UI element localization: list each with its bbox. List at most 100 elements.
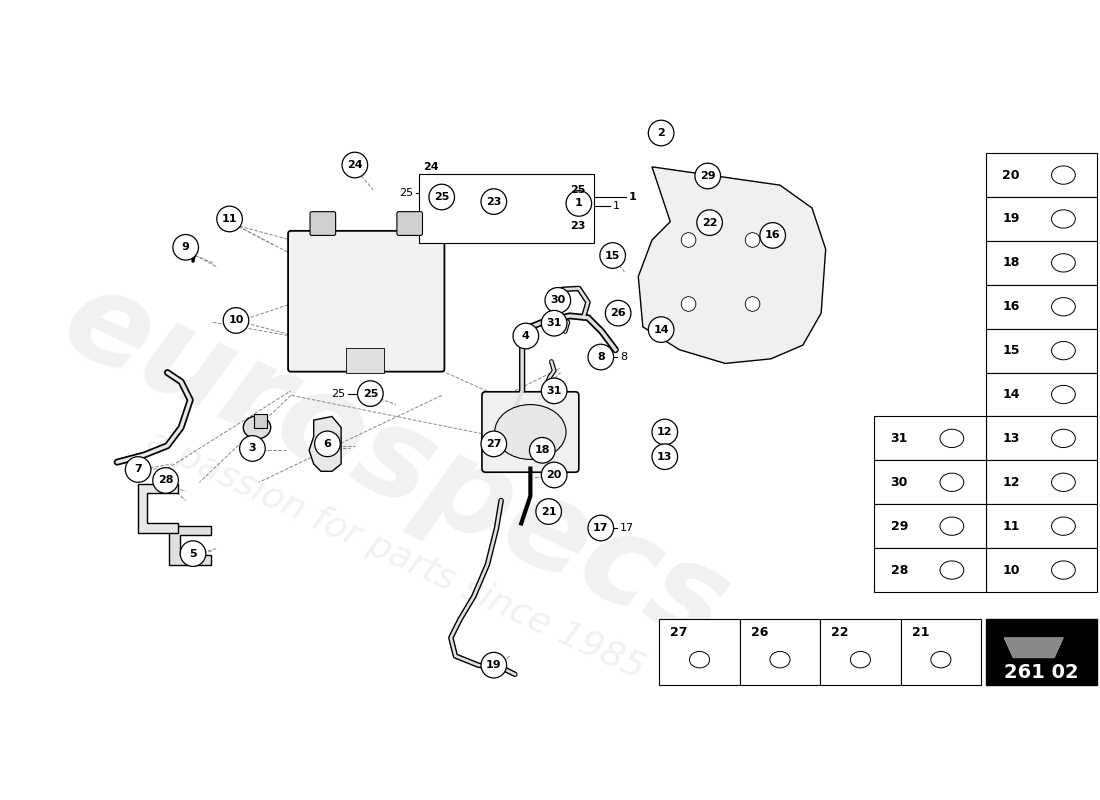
- Bar: [986, 285, 1098, 329]
- Text: 22: 22: [832, 626, 849, 638]
- Text: 261 02: 261 02: [1004, 663, 1079, 682]
- Polygon shape: [638, 167, 826, 363]
- Text: 5: 5: [189, 549, 197, 558]
- Text: 9: 9: [182, 242, 189, 252]
- Circle shape: [125, 457, 151, 482]
- Circle shape: [760, 222, 785, 248]
- Polygon shape: [309, 417, 341, 471]
- Circle shape: [536, 498, 561, 524]
- Circle shape: [481, 189, 507, 214]
- Text: 12: 12: [1002, 476, 1020, 489]
- Text: 15: 15: [1002, 344, 1020, 357]
- Text: 18: 18: [535, 446, 550, 455]
- Text: 13: 13: [1002, 432, 1020, 445]
- Circle shape: [588, 515, 614, 541]
- Circle shape: [681, 297, 696, 311]
- Text: 19: 19: [1002, 213, 1020, 226]
- Bar: [419, 174, 594, 242]
- Circle shape: [358, 381, 383, 406]
- Circle shape: [541, 310, 567, 336]
- Bar: [874, 460, 986, 504]
- Circle shape: [605, 300, 631, 326]
- Text: a passion for parts since 1985: a passion for parts since 1985: [142, 425, 650, 686]
- Polygon shape: [169, 526, 211, 565]
- Circle shape: [153, 468, 178, 494]
- Text: 25: 25: [331, 389, 345, 398]
- Text: 13: 13: [657, 452, 672, 462]
- Text: 15: 15: [605, 250, 620, 261]
- Circle shape: [513, 323, 539, 349]
- Text: 23: 23: [570, 222, 585, 231]
- Circle shape: [223, 308, 249, 334]
- Text: 24: 24: [346, 160, 363, 170]
- Text: 1: 1: [575, 198, 583, 209]
- Text: eurospecs: eurospecs: [45, 258, 747, 670]
- Circle shape: [652, 419, 678, 445]
- Circle shape: [173, 234, 198, 260]
- Bar: [986, 153, 1098, 197]
- Text: 31: 31: [891, 432, 908, 445]
- Bar: [986, 417, 1098, 460]
- Text: 28: 28: [891, 563, 908, 577]
- Polygon shape: [1004, 638, 1064, 658]
- Text: 1: 1: [613, 201, 619, 211]
- Ellipse shape: [495, 405, 566, 459]
- Bar: [821, 619, 901, 686]
- Bar: [901, 619, 981, 686]
- Bar: [874, 417, 986, 460]
- Bar: [986, 373, 1098, 417]
- Text: 25: 25: [363, 389, 378, 398]
- Text: 25: 25: [570, 185, 585, 194]
- Text: 17: 17: [593, 523, 608, 533]
- Bar: [986, 241, 1098, 285]
- Circle shape: [588, 344, 614, 370]
- Text: 14: 14: [1002, 388, 1020, 401]
- Circle shape: [696, 210, 723, 235]
- FancyBboxPatch shape: [482, 392, 579, 472]
- Circle shape: [315, 431, 340, 457]
- Text: 23: 23: [486, 197, 502, 206]
- Text: 11: 11: [1002, 520, 1020, 533]
- Text: 1: 1: [629, 192, 637, 202]
- Circle shape: [429, 184, 454, 210]
- Bar: [986, 504, 1098, 548]
- Bar: [986, 197, 1098, 241]
- Text: 20: 20: [547, 470, 562, 480]
- Text: 12: 12: [657, 427, 672, 437]
- Text: 26: 26: [610, 308, 626, 318]
- Circle shape: [180, 541, 206, 566]
- Circle shape: [240, 436, 265, 462]
- Text: 27: 27: [670, 626, 688, 638]
- Circle shape: [695, 163, 721, 189]
- Text: 8: 8: [620, 352, 627, 362]
- Bar: [986, 548, 1098, 592]
- Text: 19: 19: [486, 660, 502, 670]
- Circle shape: [600, 242, 626, 268]
- Text: 3: 3: [249, 443, 256, 454]
- Bar: [986, 460, 1098, 504]
- Text: 14: 14: [653, 325, 669, 334]
- FancyBboxPatch shape: [397, 212, 422, 235]
- Text: 29: 29: [700, 171, 716, 181]
- Text: 28: 28: [157, 475, 174, 486]
- Text: 10: 10: [229, 315, 244, 326]
- Circle shape: [342, 152, 367, 178]
- Circle shape: [529, 438, 556, 463]
- Text: 7: 7: [134, 465, 142, 474]
- Circle shape: [745, 297, 760, 311]
- Bar: [874, 504, 986, 548]
- FancyBboxPatch shape: [288, 231, 444, 372]
- Text: 21: 21: [541, 506, 557, 517]
- Text: 31: 31: [547, 318, 562, 328]
- Text: 4: 4: [521, 331, 530, 341]
- Bar: [659, 619, 740, 686]
- Bar: [874, 548, 986, 592]
- Text: 18: 18: [1002, 256, 1020, 270]
- Text: 10: 10: [1002, 563, 1020, 577]
- Ellipse shape: [243, 416, 271, 439]
- Text: 25: 25: [434, 192, 450, 202]
- Text: 16: 16: [764, 230, 781, 241]
- Text: 6: 6: [323, 439, 331, 449]
- Text: 26: 26: [750, 626, 768, 638]
- Text: 24: 24: [424, 162, 439, 172]
